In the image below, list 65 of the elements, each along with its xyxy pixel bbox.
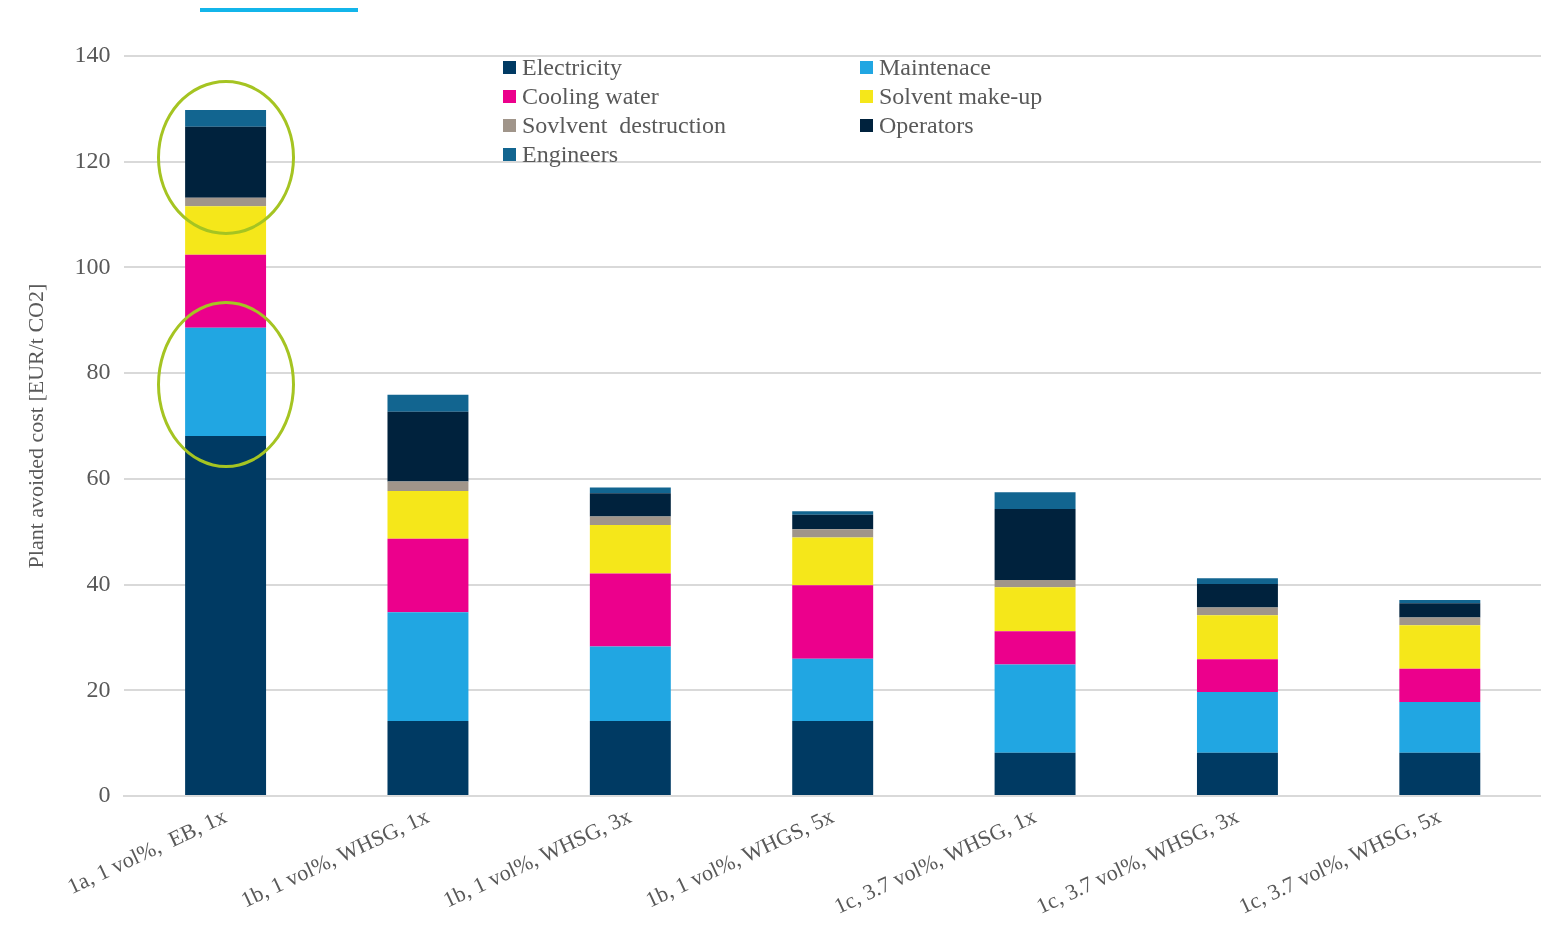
- bar: [185, 206, 267, 255]
- bar: [994, 631, 1076, 665]
- bar: [1196, 659, 1278, 692]
- bar: [1399, 668, 1481, 703]
- bar: [994, 752, 1076, 796]
- bar: [185, 197, 267, 207]
- y-tick-label: 80: [86, 358, 111, 385]
- bar: [792, 529, 874, 538]
- bar: [1196, 607, 1278, 616]
- bar: [1196, 691, 1278, 753]
- bar: [792, 514, 874, 530]
- legend-label: Engineers: [522, 140, 618, 168]
- bar: [387, 721, 469, 796]
- legend-label: Sovlvent destruction: [522, 111, 726, 139]
- legend-label: Maintenace: [879, 53, 991, 81]
- bar: [589, 493, 671, 517]
- bar: [185, 254, 267, 328]
- bar: [185, 126, 267, 198]
- legend-label: Solvent make-up: [879, 82, 1043, 110]
- bar: [387, 394, 469, 412]
- bar: [1196, 615, 1278, 660]
- bar: [387, 612, 469, 722]
- bar: [589, 573, 671, 647]
- bar: [387, 538, 469, 613]
- bar: [1196, 752, 1278, 796]
- bar: [185, 327, 267, 437]
- bar: [1196, 584, 1278, 608]
- bar: [1399, 625, 1481, 669]
- bar: [185, 109, 267, 127]
- legend-label: Operators: [879, 111, 974, 139]
- bar: [792, 511, 874, 515]
- y-tick-label: 60: [86, 464, 111, 491]
- bar: [387, 481, 469, 492]
- bar: [994, 664, 1076, 753]
- bar: [589, 516, 671, 525]
- bar: [1196, 578, 1278, 585]
- bar: [994, 587, 1076, 632]
- bar: [792, 537, 874, 586]
- bar: [589, 646, 671, 722]
- y-tick-label: 100: [74, 252, 111, 279]
- y-tick-label: 20: [86, 675, 111, 702]
- legend-label: Cooling water: [522, 82, 659, 110]
- x-tick-label: 1b, 1 vol%, WHSG, 1x: [236, 803, 433, 913]
- y-tick-label: 40: [86, 569, 111, 596]
- bar: [1399, 599, 1481, 604]
- bar: [387, 411, 469, 482]
- bar: [1399, 603, 1481, 618]
- bar: [1399, 702, 1481, 753]
- bar: [994, 492, 1076, 510]
- bar: [387, 491, 469, 539]
- bar: [589, 524, 671, 574]
- y-tick-label: 140: [74, 41, 111, 68]
- y-tick-label: 120: [74, 147, 111, 174]
- bar: [792, 721, 874, 796]
- bar: [185, 436, 267, 796]
- bar: [792, 585, 874, 659]
- bar: [994, 509, 1076, 580]
- legend-label: Electricity: [522, 53, 622, 81]
- bar: [1399, 617, 1481, 626]
- bar: [994, 579, 1076, 588]
- y-axis-title: Plant avoided cost [EUR/t CO2]: [22, 283, 48, 569]
- bar: [589, 487, 671, 494]
- bar: [792, 658, 874, 722]
- bar: [1399, 752, 1481, 796]
- bar: [589, 721, 671, 796]
